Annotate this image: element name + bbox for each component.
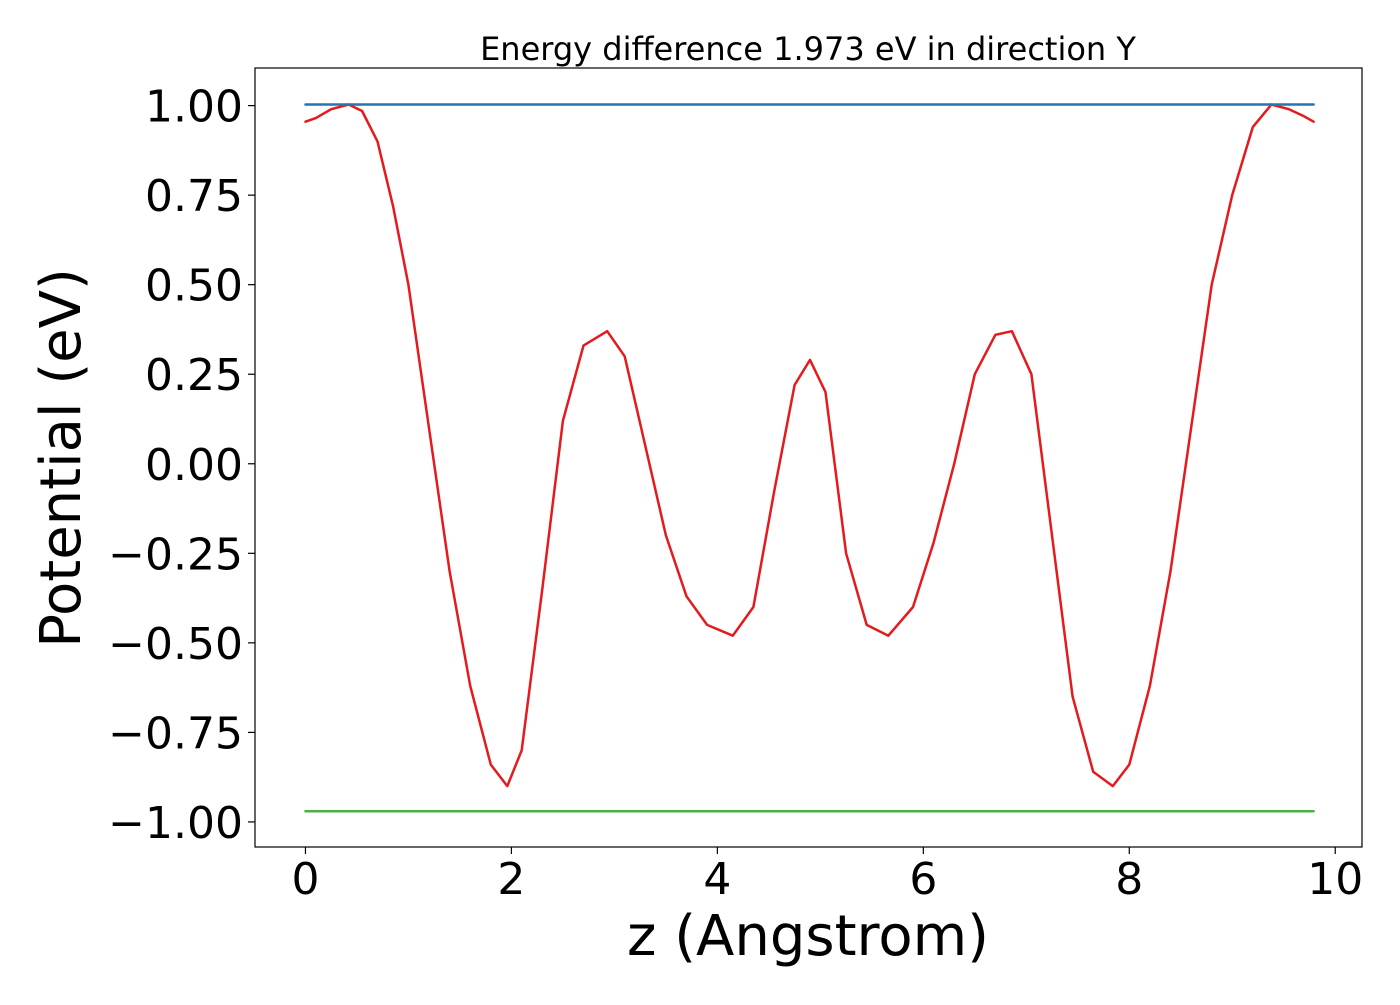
x-tick-label: 0 xyxy=(291,854,319,905)
y-tick-label: 0.25 xyxy=(145,350,243,401)
plot-area: 0 2 4 6 8 10 1.00 0.75 0.50 0.25 0.00 −0.25 −0.50 −0.… xyxy=(108,67,1363,905)
x-tick-label: 10 xyxy=(1307,854,1363,905)
y-tick-label: −0.50 xyxy=(108,619,243,670)
x-axis-label: z (Angstrom) xyxy=(627,904,989,969)
y-tick-label: −0.75 xyxy=(108,708,243,759)
plot-frame xyxy=(254,67,1363,848)
y-tick-label: −0.25 xyxy=(108,529,243,580)
y-tick-label: 1.00 xyxy=(145,82,243,133)
y-axis-label: Potential (eV) xyxy=(29,268,94,648)
chart-title: Energy difference 1.973 eV in direction … xyxy=(480,30,1136,68)
x-tick-label: 2 xyxy=(497,854,525,905)
y-tick-label: −1.00 xyxy=(108,798,243,849)
y-tick-label: 0.00 xyxy=(145,440,243,491)
x-tick-label: 8 xyxy=(1115,854,1143,905)
series-line-0 xyxy=(304,103,1315,788)
y-tick-label: 0.50 xyxy=(145,261,243,312)
x-tick-label: 4 xyxy=(703,854,731,905)
x-tick-label: 6 xyxy=(909,854,937,905)
y-tick-label: 0.75 xyxy=(145,171,243,222)
